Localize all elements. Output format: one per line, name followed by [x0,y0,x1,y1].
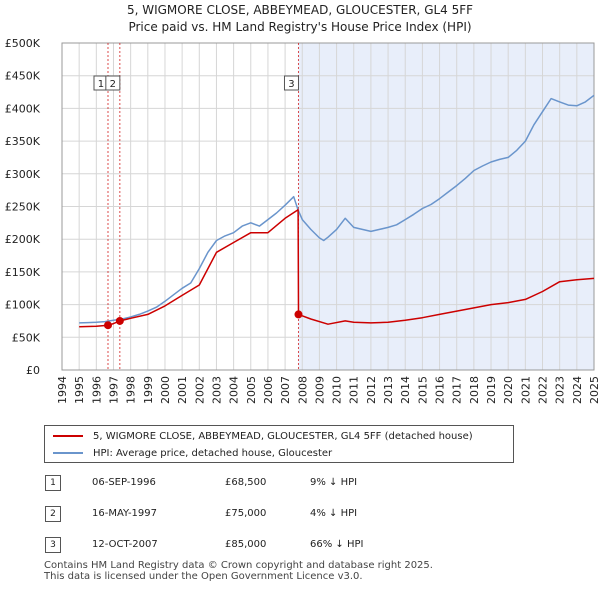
x-tick-label: 2022 [537,376,550,404]
x-tick-label: 2012 [365,376,378,404]
legend-item-property: 5, WIGMORE CLOSE, ABBEYMEAD, GLOUCESTER,… [53,429,473,443]
x-tick-label: 2005 [245,376,258,404]
x-tick-label: 2009 [313,376,326,404]
transaction-date: 16-MAY-1997 [92,508,158,519]
transaction-hpi-diff: 4% ↓ HPI [310,508,358,519]
x-tick-label: 2025 [588,376,600,404]
x-tick-label: 2020 [502,376,515,404]
x-tick-label: 2006 [262,376,275,404]
x-tick-label: 2015 [416,376,429,404]
y-tick-label: £200K [5,233,41,246]
y-tick-label: £0 [26,364,40,377]
x-tick-label: 2010 [331,376,344,404]
chart-subtitle: Price paid vs. HM Land Registry's House … [128,20,472,34]
x-tick-label: 2021 [519,376,532,404]
hpi-line [79,94,595,324]
sale-label-box [283,75,299,91]
x-tick-label: 1995 [73,376,86,404]
footer-licence: This data is licensed under the Open Gov… [44,571,363,582]
y-tick-label: £150K [5,266,41,279]
legend-property-line [53,435,83,437]
transaction-date: 12-OCT-2007 [92,539,158,550]
legend-hpi-line [53,452,83,454]
sale-point [115,316,124,325]
x-tick-label: 2001 [176,376,189,404]
transaction-price: £85,000 [225,539,267,550]
y-tick-label: £350K [5,135,41,148]
x-tick-label: 2024 [571,376,584,404]
x-tick-label: 2004 [228,376,241,404]
y-tick-label: £300K [5,168,41,181]
transaction-hpi-diff: 9% ↓ HPI [310,477,358,488]
sale-label-box [105,75,121,91]
sale-label-text: 2 [110,79,116,90]
chart-title: 5, WIGMORE CLOSE, ABBEYMEAD, GLOUCESTER,… [126,3,474,17]
x-tick-label: 1998 [125,376,138,404]
x-tick-label: 1994 [56,376,69,404]
y-tick-label: £100K [5,299,41,312]
x-tick-label: 2003 [210,376,223,404]
footer-copyright: Contains HM Land Registry data © Crown c… [44,560,433,571]
legend-hpi-label: HPI: Average price, detached house, Glou… [93,447,333,459]
property-line [79,209,595,328]
x-tick-label: 2007 [279,376,292,404]
x-tick-label: 2019 [485,376,498,404]
footer: Contains HM Land Registry data © Crown c… [44,560,433,582]
chart-legend: 5, WIGMORE CLOSE, ABBEYMEAD, GLOUCESTER,… [44,425,514,463]
x-tick-label: 2013 [382,376,395,404]
y-tick-label: £250K [5,201,41,214]
transaction-number: 2 [45,506,61,522]
x-tick-label: 2014 [399,376,412,404]
transaction-date: 06-SEP-1996 [92,477,156,488]
y-tick-label: £50K [12,331,41,344]
x-tick-label: 2008 [296,376,309,404]
transaction-hpi-diff: 66% ↓ HPI [310,539,364,550]
transaction-number: 3 [45,537,61,553]
x-tick-label: 2000 [159,376,172,404]
x-tick-label: 2002 [193,376,206,404]
x-tick-label: 2011 [348,376,361,404]
x-tick-label: 2018 [468,376,481,404]
x-tick-label: 2023 [554,376,567,404]
x-tick-label: 2016 [434,376,447,404]
y-tick-label: £500K [5,37,41,50]
y-tick-label: £400K [5,102,41,115]
transaction-price: £68,500 [225,477,267,488]
x-tick-label: 2017 [451,376,464,404]
legend-property-label: 5, WIGMORE CLOSE, ABBEYMEAD, GLOUCESTER,… [93,430,473,442]
legend-item-hpi: HPI: Average price, detached house, Glou… [53,446,332,460]
x-tick-label: 1999 [142,376,155,404]
y-tick-label: £450K [5,70,41,83]
sale-point [294,310,303,319]
sale-label-text: 3 [288,79,294,90]
sale-point [103,321,112,330]
x-tick-label: 1997 [107,376,120,404]
plot-frame [61,42,595,371]
x-tick-label: 1996 [90,376,103,404]
sale-label-text: 1 [98,79,104,90]
price-chart: £0 £50K £100K £150K £200K £250K £300K £350K £400… [5,37,600,404]
transaction-number: 1 [45,475,61,491]
transaction-price: £75,000 [225,508,267,519]
